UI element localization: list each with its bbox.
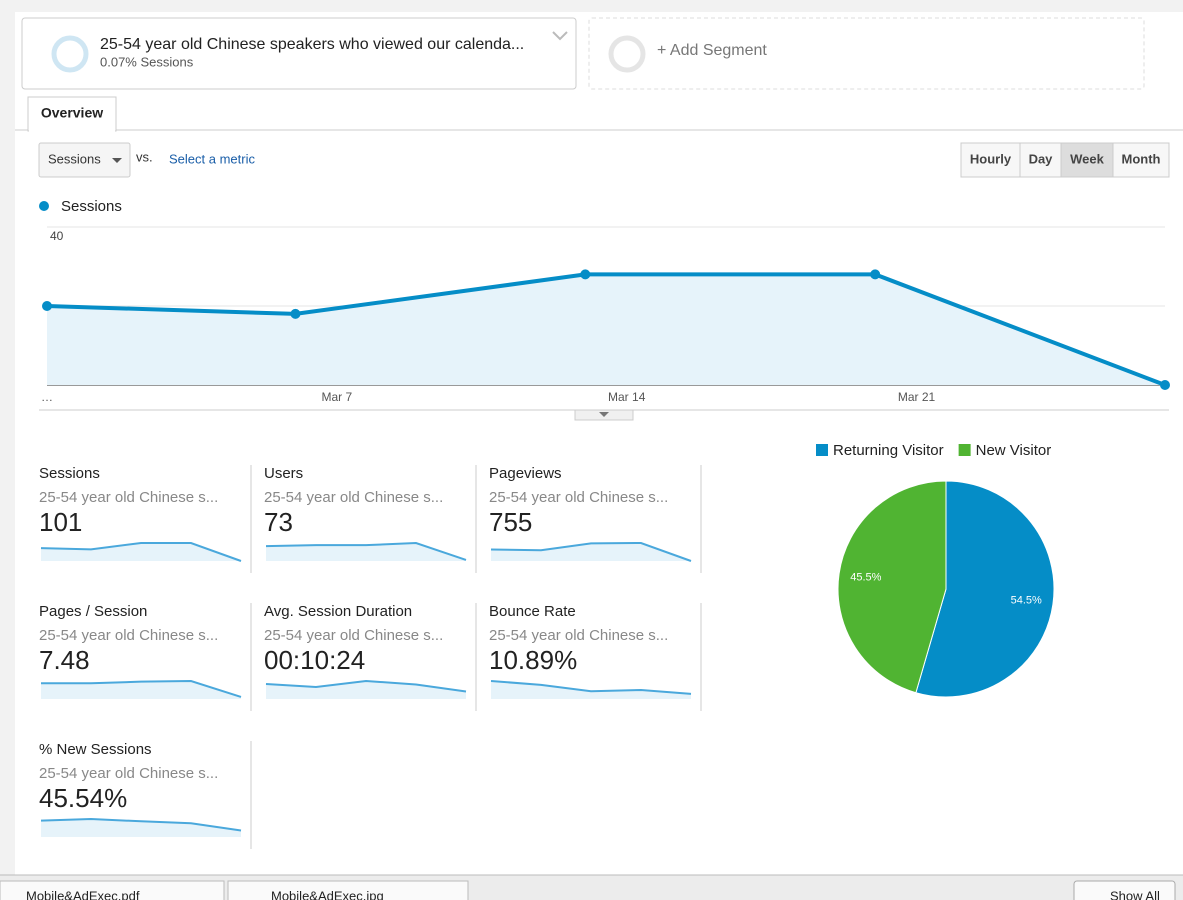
metric-segment: 25-54 year old Chinese s... [489,627,668,644]
download-item[interactable] [0,880,225,900]
add-segment[interactable]: + Add Segment [657,42,767,59]
period-label[interactable]: Day [1029,151,1054,166]
legend-label: New Visitor [976,442,1052,459]
metric-segment: 25-54 year old Chinese s... [264,489,443,506]
metric-segment: 25-54 year old Chinese s... [39,489,218,506]
sparkline-area [41,543,241,561]
tab-label[interactable]: Overview [41,105,103,121]
sparkline [40,817,242,832]
metric-label: Users [264,465,303,482]
point[interactable] [290,308,301,319]
period-label[interactable]: Week [1070,151,1104,166]
tab[interactable] [27,96,117,132]
period-button[interactable] [960,142,1021,178]
period-label[interactable]: Month [1122,151,1161,166]
metric-segment: 25-54 year old Chinese s... [39,765,218,782]
select-metric[interactable]: Select a metric [169,151,255,166]
point[interactable] [1160,380,1170,390]
metric-segment: 25-54 year old Chinese s... [489,489,668,506]
metric-label: Sessions [39,465,100,482]
legend-swatch [816,444,828,456]
download-file[interactable]: Mobile&AdExec.jpg [271,888,384,900]
period-button[interactable] [1112,142,1170,178]
show-all-button[interactable] [1073,880,1176,900]
x-tick-label: … [41,390,53,404]
show-all[interactable]: Show All [1110,888,1160,900]
sparkline [40,542,242,562]
metric-value: 10.89% [489,645,577,675]
left-gutter [0,0,15,875]
metric-label: Pageviews [489,465,562,482]
sparkline [265,679,467,693]
toggle-arrow [599,412,609,417]
metric-label: Avg. Session Duration [264,603,412,620]
metric-value: 755 [489,507,532,537]
point[interactable] [42,301,52,311]
metric-value: 73 [264,507,293,537]
period-button[interactable] [1019,142,1062,178]
metric-label: Pages / Session [39,603,147,620]
sparkline [265,541,467,561]
sparkline-area [41,681,241,699]
x-tick-label: Mar 7 [322,390,353,404]
pie-label: 54.5% [1011,594,1042,606]
metric-value: 101 [39,507,82,537]
segment-chevron[interactable] [552,31,568,41]
metric-value: 00:10:24 [264,645,365,675]
pie-slice[interactable] [837,480,947,694]
top-gutter [0,0,1183,12]
legend-label: Sessions [61,198,122,215]
segment-name: 25-54 year old Chinese speakers who view… [100,36,524,53]
metric-dropdown-label[interactable]: Sessions [48,151,101,166]
dropdown-arrow [112,158,122,163]
metric-value: 45.54% [39,783,127,813]
pie-label: 45.5% [850,571,881,583]
period-button[interactable] [1060,142,1114,178]
period-label[interactable]: Hourly [970,151,1012,166]
sparkline-area [266,543,466,561]
metric-segment: 25-54 year old Chinese s... [264,627,443,644]
x-tick-label: Mar 21 [898,390,936,404]
download-file[interactable]: Mobile&AdExec.pdf [26,888,140,900]
sparkline [490,541,692,562]
legend-dot [39,201,49,211]
add-segment-ring [608,35,646,73]
point[interactable] [580,269,591,280]
sparkline [490,680,692,695]
legend-label: Returning Visitor [833,442,944,459]
metric-segment: 25-54 year old Chinese s... [39,627,218,644]
vs-label: vs. [136,149,153,164]
sparkline-area [491,543,691,561]
metric-value: 7.48 [39,645,90,675]
download-item[interactable] [227,880,469,900]
pie-slice[interactable] [915,480,1055,698]
metric-label: Bounce Rate [489,603,576,620]
x-tick-label: Mar 14 [608,390,646,404]
point[interactable] [870,269,881,280]
y-tick-label: 40 [50,229,64,243]
tab-cover [29,129,115,132]
legend-swatch [958,444,971,456]
sparkline [41,679,242,698]
segment-ring [51,35,89,73]
segment-box[interactable] [21,17,577,90]
metric-label: % New Sessions [39,741,152,758]
add-segment-box[interactable] [588,17,1145,90]
metric-dropdown[interactable] [38,142,131,178]
segment-sessions: 0.07% Sessions [100,54,194,69]
area [47,274,1165,385]
